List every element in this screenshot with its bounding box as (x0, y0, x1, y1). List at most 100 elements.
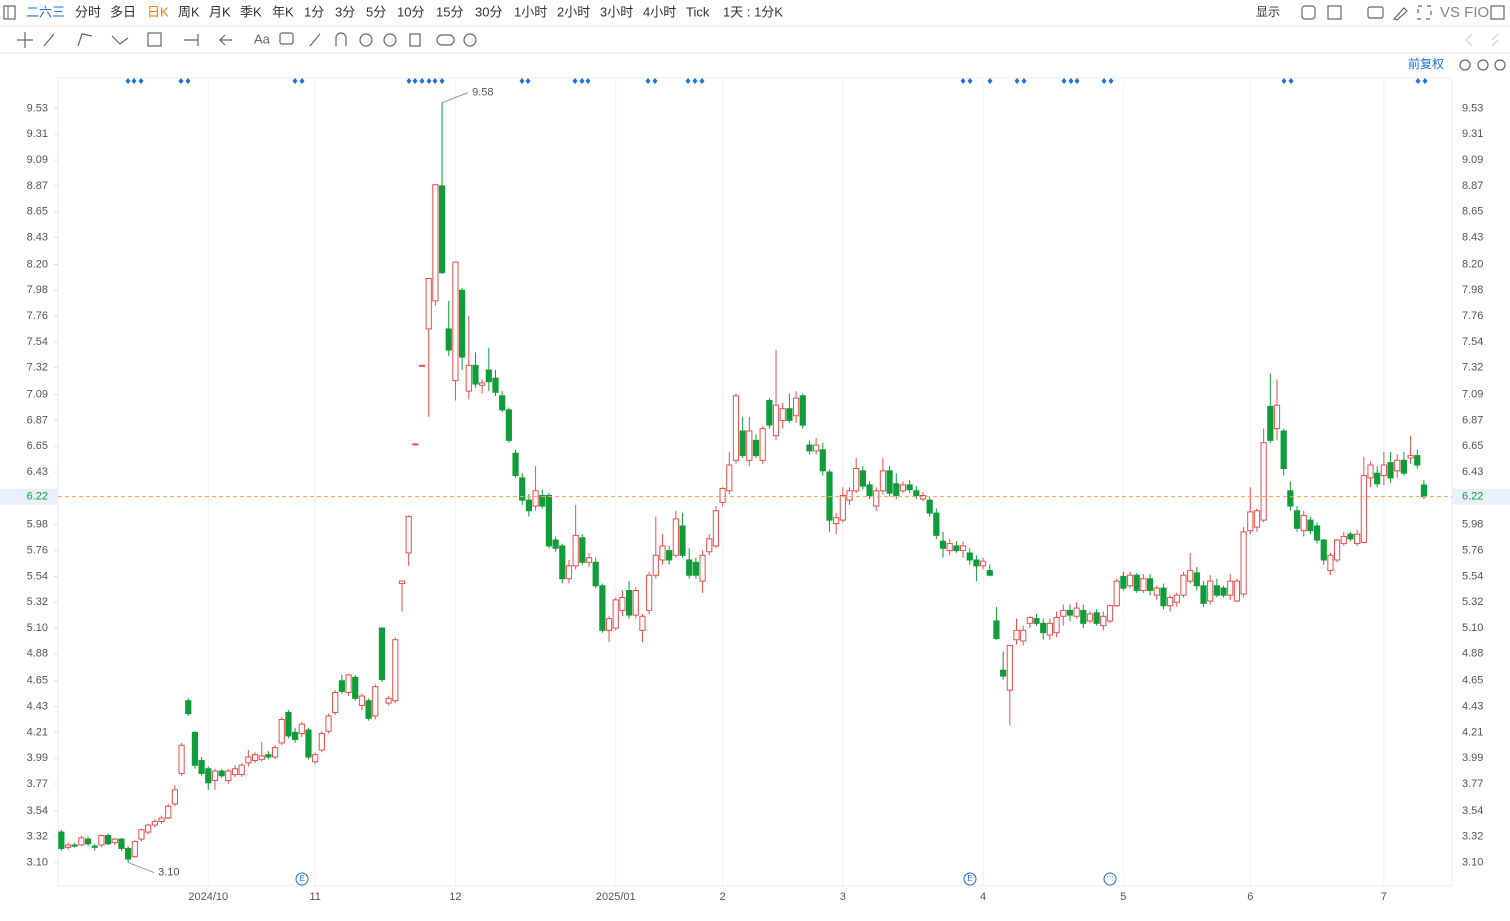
layout-icon[interactable] (1327, 5, 1342, 20)
period-tab[interactable]: 季K (240, 4, 262, 19)
pen-tool[interactable] (309, 33, 321, 47)
event-marker[interactable] (987, 78, 993, 84)
draw-icon[interactable] (1392, 7, 1408, 21)
panel-toggle[interactable] (1490, 5, 1505, 20)
candle-body (559, 545, 566, 580)
event-marker[interactable] (525, 78, 531, 84)
period-tab[interactable]: 4小时 (643, 4, 676, 19)
period-tab[interactable]: 5分 (366, 4, 386, 19)
event-marker[interactable] (406, 78, 412, 84)
text-tool[interactable]: Aa (254, 31, 271, 46)
event-marker[interactable] (572, 78, 578, 84)
period-tab[interactable]: 3小时 (600, 4, 633, 19)
event-marker[interactable] (1074, 78, 1080, 84)
event-marker[interactable] (1288, 78, 1294, 84)
magnet-tool[interactable] (335, 32, 347, 46)
undo-redo[interactable] (1465, 33, 1499, 47)
sidebar-toggle[interactable] (3, 5, 16, 20)
zoom-out-icon[interactable] (1477, 59, 1489, 71)
y-tick-label: 3.54 (27, 805, 48, 817)
candle-body (332, 692, 339, 713)
note-tool[interactable] (279, 32, 294, 45)
event-marker[interactable] (960, 78, 966, 84)
event-marker[interactable] (645, 78, 651, 84)
y-tick-label-right: 9.31 (1462, 128, 1483, 140)
line-tool[interactable] (43, 33, 55, 47)
interval-select[interactable]: 1天 : 1分K (723, 4, 783, 19)
hide-tool[interactable] (383, 33, 397, 47)
period-tab[interactable]: 月K (209, 4, 231, 19)
measure-tool[interactable] (184, 34, 199, 46)
lock-tool[interactable] (359, 33, 373, 47)
display-menu[interactable]: 显示 (1256, 5, 1280, 19)
period-tab[interactable]: 10分 (397, 4, 424, 19)
tool-settings[interactable] (463, 33, 477, 47)
event-marker[interactable] (178, 78, 184, 84)
period-tab[interactable]: 1小时 (514, 4, 547, 19)
event-marker[interactable] (419, 78, 425, 84)
event-marker[interactable] (292, 78, 298, 84)
event-marker[interactable] (652, 78, 658, 84)
event-marker[interactable] (1068, 78, 1074, 84)
event-icon[interactable] (295, 872, 309, 886)
fib-tool[interactable] (111, 35, 129, 45)
event-marker[interactable] (692, 78, 698, 84)
screenshot-icon[interactable] (1367, 6, 1384, 19)
candle-body (345, 674, 352, 694)
event-marker[interactable] (1021, 78, 1027, 84)
candle-body (512, 452, 519, 477)
zoom-in-icon[interactable] (1494, 59, 1506, 71)
event-marker[interactable] (1101, 78, 1107, 84)
compare-tool[interactable] (436, 34, 455, 46)
settings-icon[interactable] (1301, 5, 1316, 20)
period-tab[interactable]: 分时 (75, 4, 101, 19)
event-marker[interactable] (1061, 78, 1067, 84)
channel-tool[interactable] (77, 33, 93, 47)
event-marker[interactable] (432, 78, 438, 84)
symbol[interactable]: 二六三 (26, 4, 65, 19)
event-marker[interactable] (579, 78, 585, 84)
fullscreen-icon[interactable] (1417, 5, 1432, 20)
move-tool[interactable] (17, 32, 33, 48)
period-tab[interactable]: 15分 (436, 4, 463, 19)
event-marker[interactable] (412, 78, 418, 84)
event-marker[interactable] (131, 78, 137, 84)
event-marker[interactable] (1108, 78, 1114, 84)
y-tick-label-right: 7.09 (1462, 389, 1483, 401)
event-marker[interactable] (699, 78, 705, 84)
event-marker[interactable] (439, 78, 445, 84)
event-marker[interactable] (426, 78, 432, 84)
period-tab[interactable]: 多日 (110, 4, 136, 19)
event-marker[interactable] (125, 78, 131, 84)
period-tab[interactable]: 1分 (304, 4, 324, 19)
event-marker[interactable] (585, 78, 591, 84)
event-marker[interactable] (967, 78, 973, 84)
event-icon[interactable] (1103, 872, 1117, 886)
period-tab[interactable]: 周K (178, 4, 200, 19)
event-marker[interactable] (685, 78, 691, 84)
event-marker[interactable] (1415, 78, 1421, 84)
compare-button[interactable]: VS FIO (1440, 4, 1489, 21)
arrow-tool[interactable] (219, 34, 232, 46)
event-marker[interactable] (185, 78, 191, 84)
event-marker[interactable] (1281, 78, 1287, 84)
candle-body (492, 377, 499, 393)
event-marker[interactable] (299, 78, 305, 84)
event-marker[interactable] (1014, 78, 1020, 84)
period-tab[interactable]: 3分 (335, 4, 355, 19)
pattern-tool[interactable] (147, 32, 162, 47)
period-tab[interactable]: 日K (147, 4, 169, 19)
candle-body (1073, 607, 1080, 617)
delete-tool[interactable] (409, 33, 421, 47)
y-tick-label: 6.87 (27, 414, 48, 426)
period-tab[interactable]: 年K (272, 4, 294, 19)
period-tab[interactable]: 30分 (475, 4, 502, 19)
event-marker[interactable] (138, 78, 144, 84)
reset-icon[interactable] (1459, 59, 1471, 71)
event-marker[interactable] (519, 78, 525, 84)
event-marker[interactable] (1422, 78, 1428, 84)
adjustment-select[interactable]: 前复权 (1408, 56, 1444, 71)
period-tab[interactable]: 2小时 (557, 4, 590, 19)
event-icon[interactable] (963, 872, 977, 886)
period-tab[interactable]: Tick (686, 4, 710, 19)
